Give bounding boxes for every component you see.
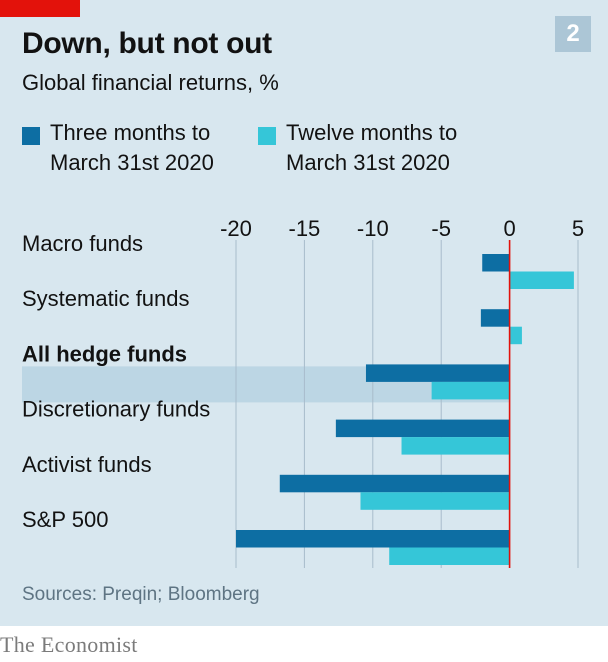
- chart-number-badge: 2: [555, 16, 591, 52]
- bar-twelve-months: [389, 547, 510, 565]
- legend-label-three-months: Three months to March 31st 2020: [50, 120, 214, 175]
- category-label: S&P 500: [22, 507, 108, 532]
- brand-wordmark: The Economist: [0, 632, 138, 657]
- category-label: Macro funds: [22, 231, 143, 256]
- x-tick-label: -10: [357, 216, 389, 241]
- category-label: All hedge funds: [22, 341, 187, 366]
- bar-twelve-months: [509, 326, 522, 345]
- category-label: Systematic funds: [22, 286, 190, 311]
- x-tick-label: 0: [503, 216, 515, 241]
- bar-twelve-months: [360, 492, 510, 510]
- bar-three-months: [335, 419, 510, 438]
- chart-subtitle: Global financial returns, %: [22, 70, 279, 95]
- chart-title: Down, but not out: [22, 27, 272, 60]
- category-label: Activist funds: [22, 452, 152, 477]
- x-tick-label: -5: [431, 216, 451, 241]
- bar-twelve-months: [509, 271, 574, 289]
- bar-three-months: [480, 309, 510, 327]
- bar-twelve-months: [431, 381, 510, 400]
- x-tick-label: -20: [220, 216, 252, 241]
- brand-red-tag: [0, 0, 80, 17]
- legend-label-twelve-months: Twelve months to March 31st 2020: [286, 120, 458, 175]
- category-label: Discretionary funds: [22, 397, 210, 422]
- legend-swatch-twelve-months: [258, 127, 276, 145]
- bar-three-months: [279, 474, 510, 493]
- legend-swatch-three-months: [22, 127, 40, 145]
- source-note: Sources: Preqin; Bloomberg: [22, 584, 260, 605]
- bar-three-months: [365, 364, 510, 382]
- x-tick-label: 5: [572, 216, 584, 241]
- bar-chart: -20 -15 -10 -5 0 5 Macro funds Systematic funds…: [22, 216, 584, 568]
- bar-twelve-months: [401, 437, 510, 455]
- x-tick-label: -15: [289, 216, 321, 241]
- bar-three-months: [482, 254, 510, 272]
- bar-three-months: [236, 530, 510, 548]
